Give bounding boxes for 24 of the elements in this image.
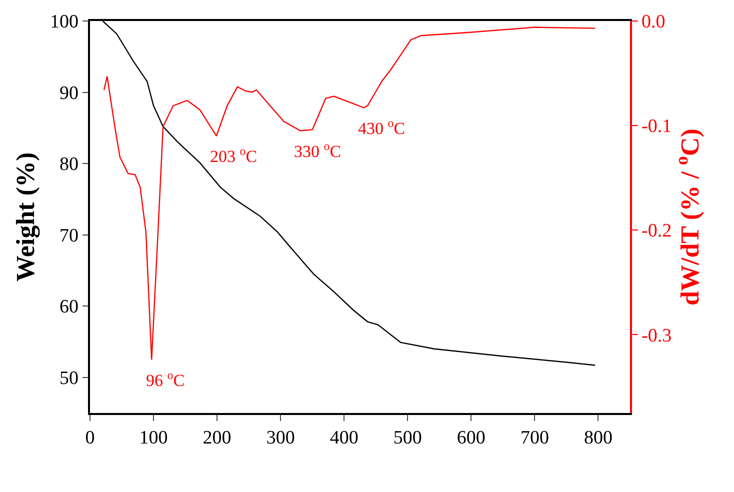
- x-tick-label: 800: [584, 428, 612, 449]
- x-tick-label: 600: [456, 428, 486, 449]
- annotation: 203 $^{o}$C: [210, 144, 258, 166]
- y2-tick-label: -0.3: [642, 325, 672, 346]
- y-tick-label: 50: [59, 368, 78, 390]
- x-tick-label: 700: [520, 428, 549, 449]
- annotation: 430 $^{o}$C: [358, 116, 406, 138]
- x-tick-label: 400: [330, 428, 358, 449]
- annotation: 330 $^{o}$C: [294, 139, 342, 162]
- y-axis-title: Weight (%): [10, 152, 40, 282]
- y-tick-label: 80: [59, 154, 78, 176]
- x-tick-label: 0: [85, 428, 95, 449]
- y2-tick-label: 0.0: [642, 12, 666, 33]
- y-tick-label: 100: [50, 12, 78, 33]
- annotation: 96 $^{o}$C: [146, 368, 185, 390]
- y2-tick-label: -0.1: [642, 116, 672, 138]
- x-tick-label: 200: [202, 428, 232, 449]
- y-tick-label: 60: [59, 296, 78, 318]
- y-tick-label: 70: [59, 225, 78, 246]
- y2-tick-label: -0.2: [642, 220, 672, 242]
- y-tick-label: 90: [59, 82, 78, 104]
- x-tick-label: 300: [266, 428, 295, 449]
- x-tick-label: 100: [139, 428, 168, 449]
- x-tick-label: 500: [393, 428, 422, 449]
